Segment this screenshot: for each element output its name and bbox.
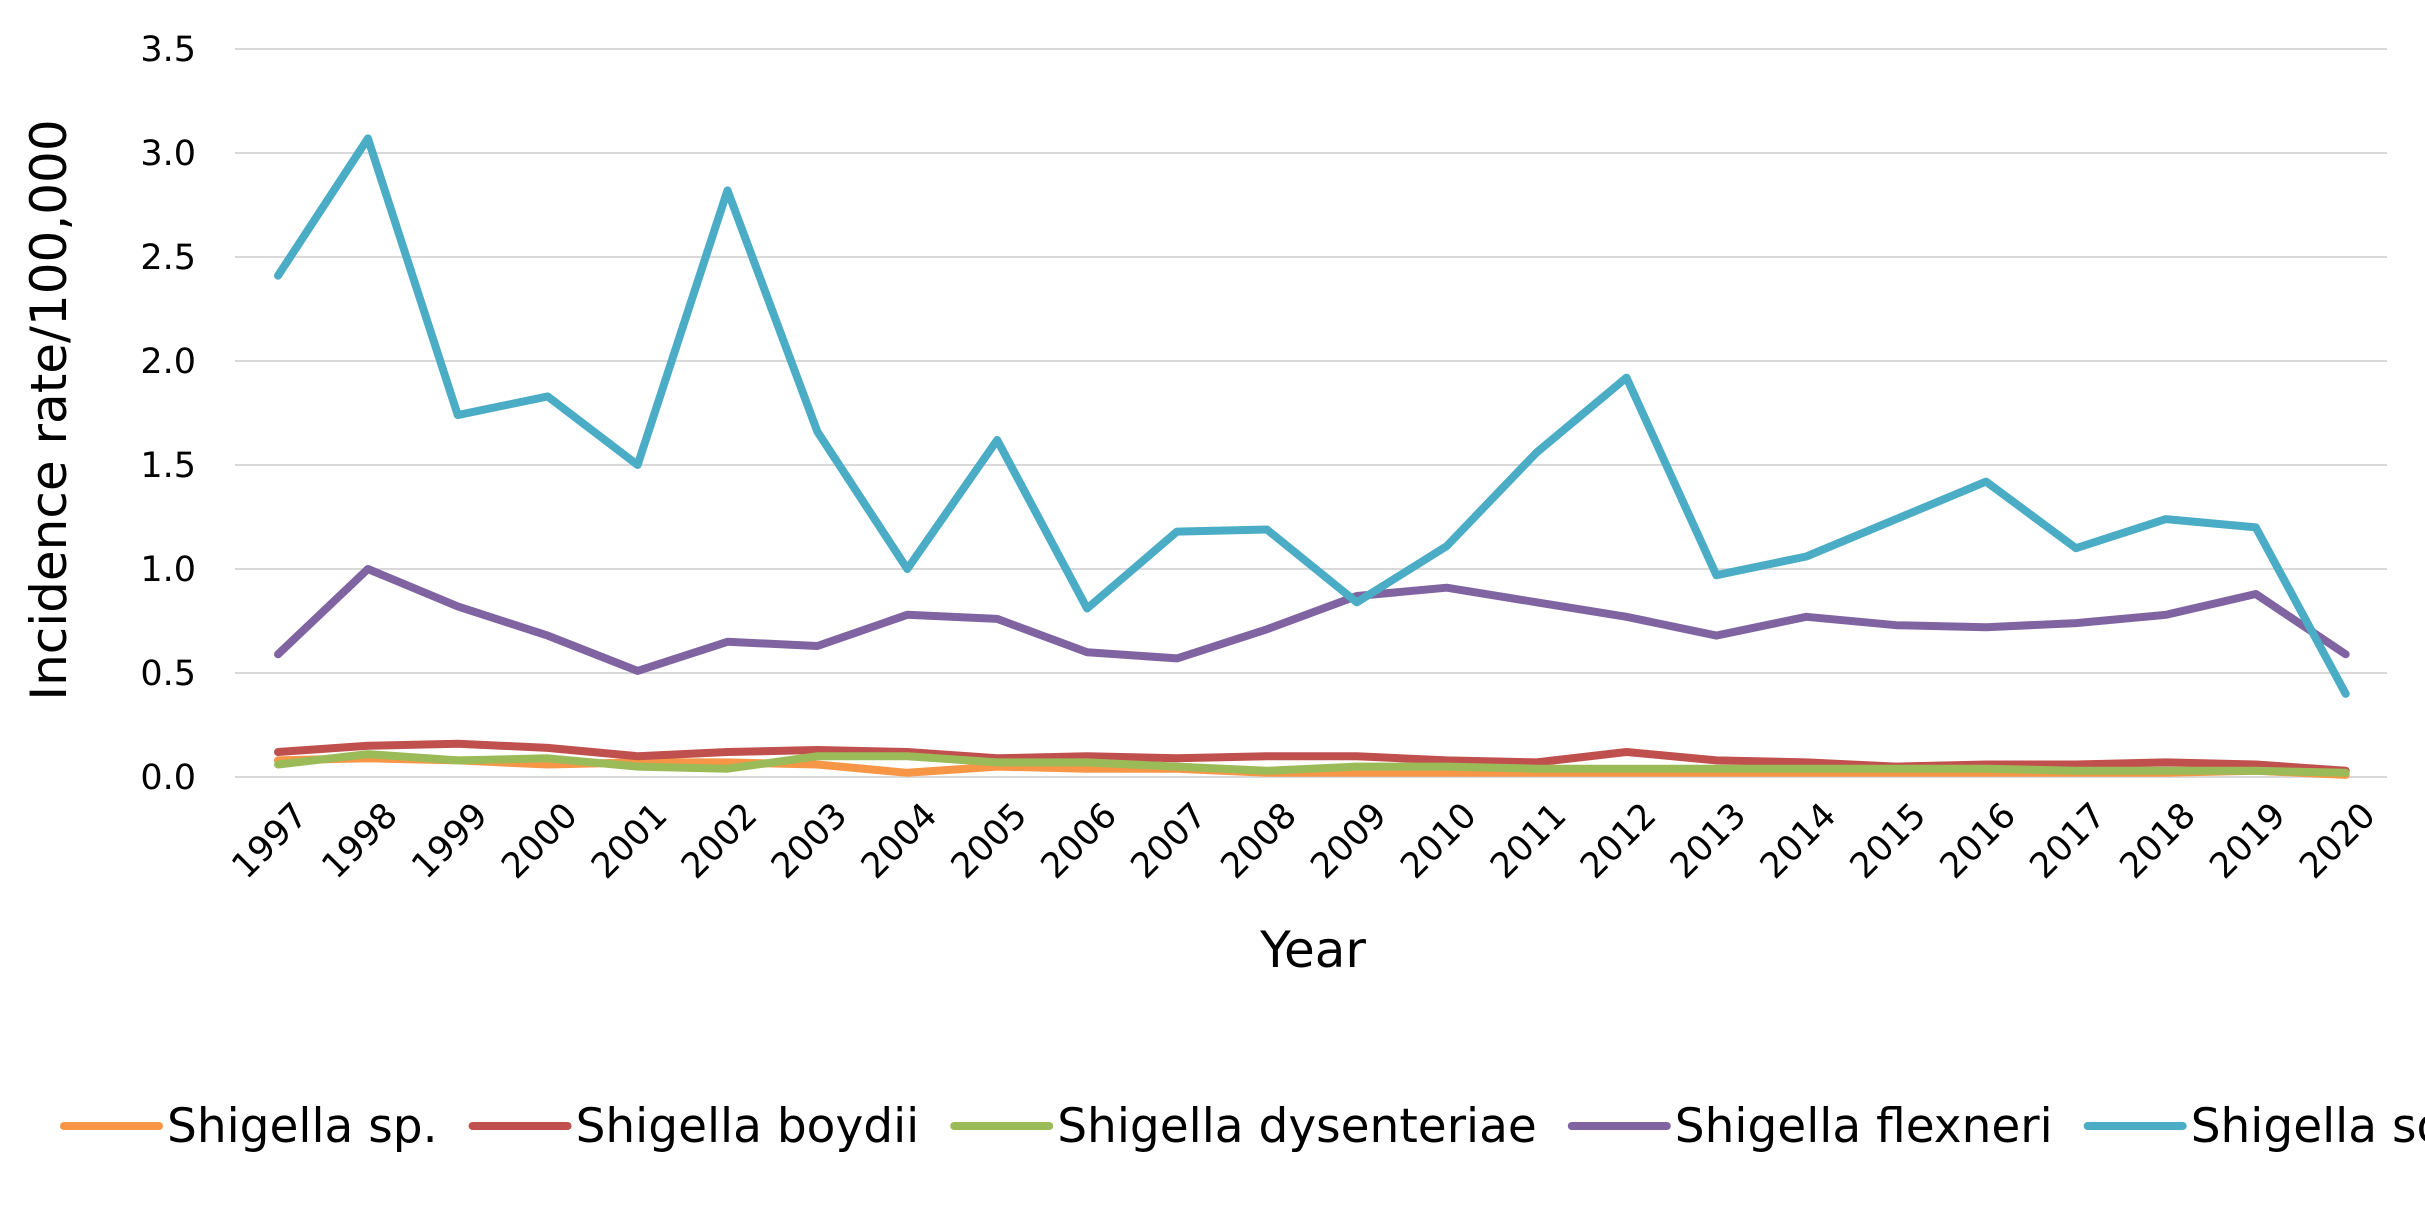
series-line [274,739,2350,775]
y-tick-label: 0.5 [140,654,196,694]
y-tick-label: 1.0 [140,550,196,590]
series-line [274,565,2350,675]
x-tick-label: 2002 [674,796,765,887]
gridlines [235,48,2387,778]
x-tick-label: 2006 [1034,796,1125,887]
x-tick-label: 2014 [1753,796,1844,887]
series-lines [274,134,2350,779]
x-tick-label: 1999 [404,796,495,887]
x-tick-label: 2003 [764,796,855,887]
x-tick-label: 2000 [494,796,585,887]
legend-label: Shigella sp. [167,1099,438,1154]
legend-label: Shigella boydii [576,1099,920,1154]
y-tick-label: 3.0 [140,134,196,174]
y-tick-label: 2.0 [140,342,196,382]
x-tick-label: 2013 [1663,796,1754,887]
y-axis-title: Incidence rate/100,000 [20,119,78,700]
y-tick-label: 2.5 [140,238,196,278]
y-axis-tick-labels: 0.0 0.5 1.0 1.5 2.0 2.5 3.0 3.5 [140,30,196,798]
x-tick-label: 2016 [1933,796,2024,887]
x-tick-label: 2007 [1124,796,1215,887]
x-tick-label: 2001 [584,796,675,887]
x-tick-label: 1997 [225,796,316,887]
x-tick-label: 2008 [1214,796,1305,887]
x-tick-label: 2011 [1483,796,1574,887]
x-tick-label: 2020 [2292,796,2383,887]
series-line [274,750,2350,777]
y-tick-label: 0.0 [140,758,196,798]
y-tick-label: 1.5 [140,446,196,486]
x-tick-label: 2015 [1843,796,1934,887]
legend-label: Shigella dysenteriae [1057,1099,1537,1154]
y-tick-label: 3.5 [140,30,196,70]
legend-label: Shigella sonnei [2191,1099,2425,1154]
x-tick-label: 2004 [854,796,945,887]
x-tick-label: 2010 [1393,796,1484,887]
x-axis-tick-labels: 1997199819992000200120022003200420052006… [225,796,2384,887]
x-tick-label: 2009 [1303,796,1394,887]
series-line [274,134,2350,698]
x-tick-label: 2017 [2023,796,2114,887]
x-tick-label: 2012 [1573,796,1664,887]
legend-label: Shigella flexneri [1675,1099,2053,1154]
x-axis-title: Year [1259,921,1366,979]
legend: Shigella sp. Shigella boydii Shigella dyse… [60,1099,2425,1154]
x-tick-label: 1998 [315,796,406,887]
x-tick-label: 2005 [944,796,1035,887]
x-tick-label: 2019 [2202,796,2293,887]
x-tick-label: 2018 [2113,796,2204,887]
